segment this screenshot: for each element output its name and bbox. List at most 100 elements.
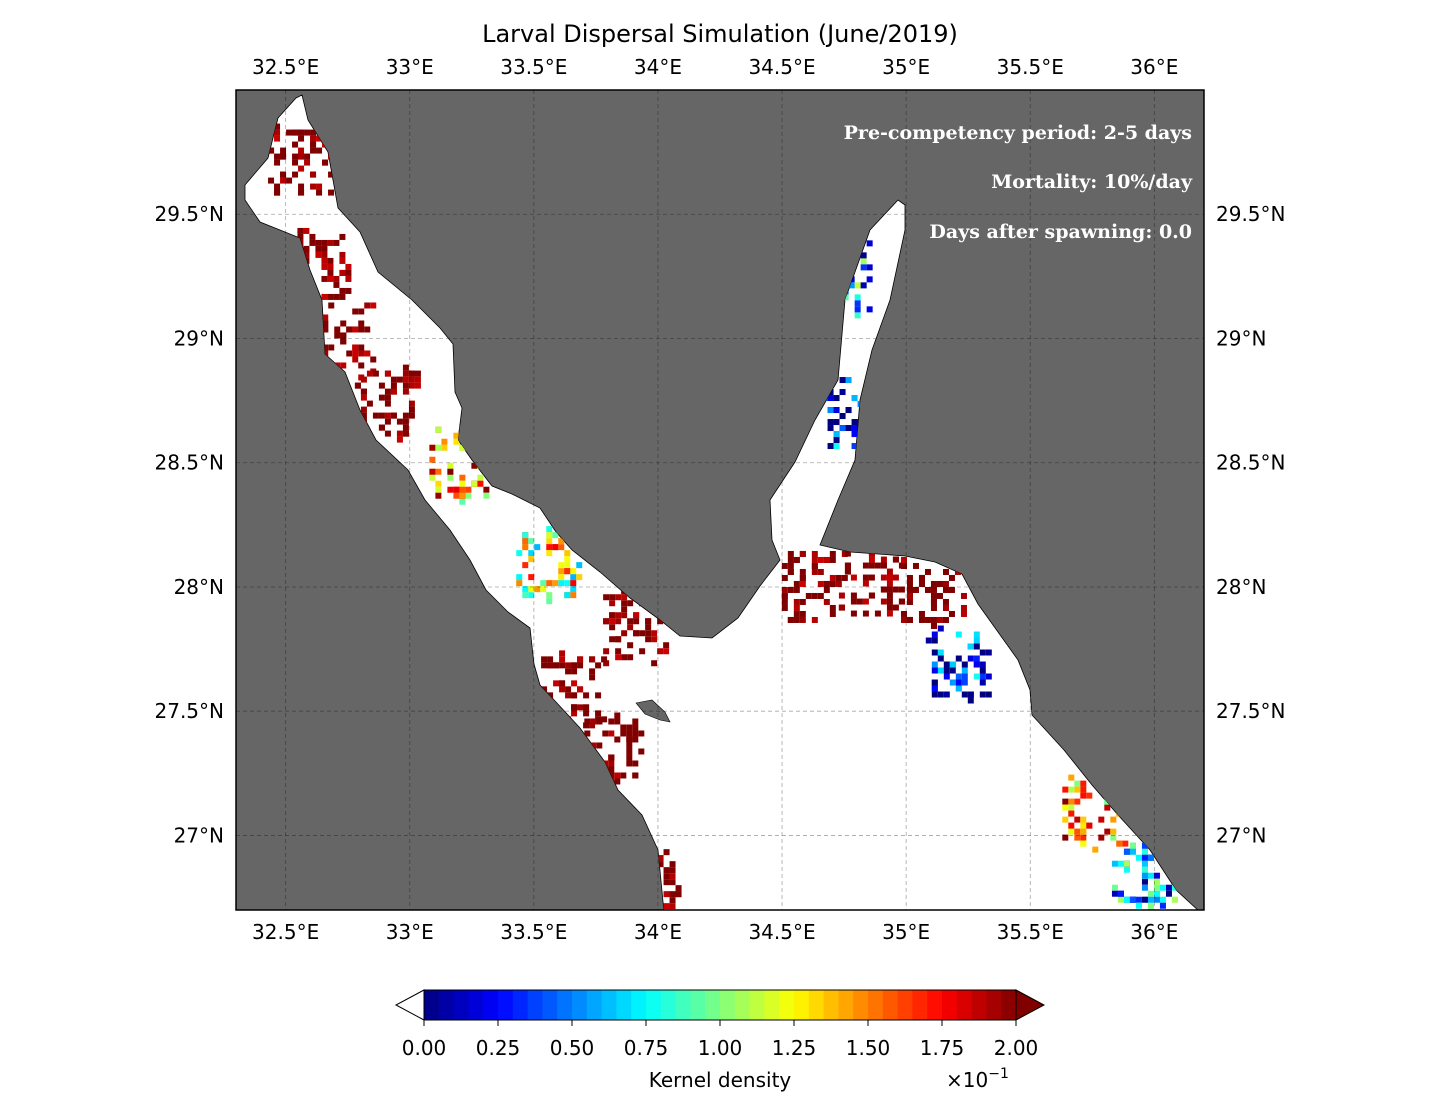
- density-cell: [1123, 866, 1130, 873]
- density-cell: [811, 562, 818, 569]
- density-cell: [292, 153, 299, 160]
- density-cell: [429, 444, 436, 451]
- density-cell: [328, 171, 335, 178]
- density-cell: [322, 350, 329, 357]
- density-cell: [601, 716, 608, 723]
- density-cell: [936, 580, 943, 587]
- density-cell: [1068, 810, 1075, 817]
- density-cell: [378, 424, 385, 431]
- density-cell: [1129, 896, 1136, 903]
- density-cell: [669, 879, 676, 886]
- colorbar-over-triangle: [1015, 989, 1046, 1021]
- density-cell: [823, 586, 830, 593]
- density-cell: [906, 580, 913, 587]
- density-cell: [370, 302, 377, 309]
- density-cell: [669, 897, 676, 904]
- density-cell: [937, 625, 944, 632]
- density-cell: [516, 574, 523, 581]
- density-cell: [564, 562, 571, 569]
- colorbar-tick-label: 1.75: [920, 1036, 965, 1060]
- density-cell: [528, 556, 535, 563]
- density-cell: [811, 592, 818, 599]
- density-cell: [435, 486, 442, 493]
- density-cell: [886, 610, 893, 617]
- density-cell: [589, 674, 596, 681]
- density-cell: [1153, 884, 1160, 891]
- density-cell: [626, 736, 633, 743]
- density-cell: [912, 562, 919, 569]
- colorbar-segment: [527, 990, 543, 1020]
- density-cell: [621, 654, 628, 661]
- density-cell: [372, 412, 379, 419]
- density-cell: [558, 580, 565, 587]
- density-cell: [384, 418, 391, 425]
- density-cell: [390, 388, 397, 395]
- density-cell: [396, 376, 403, 383]
- density-cell: [645, 630, 652, 637]
- density-cell: [522, 586, 529, 593]
- density-cell: [627, 600, 634, 607]
- density-cell: [839, 425, 846, 432]
- density-cell: [931, 631, 938, 638]
- density-cell: [340, 320, 347, 327]
- density-cell: [805, 592, 812, 599]
- density-cell: [1141, 860, 1148, 867]
- density-cell: [886, 580, 893, 587]
- density-cell: [559, 662, 566, 669]
- density-cell: [979, 679, 986, 686]
- density-cell: [860, 258, 867, 265]
- density-cell: [1104, 828, 1111, 835]
- density-cell: [931, 637, 938, 644]
- density-cell: [447, 474, 454, 481]
- density-cell: [787, 562, 794, 569]
- density-cell: [892, 556, 899, 563]
- density-cell: [663, 873, 670, 880]
- density-cell: [465, 486, 472, 493]
- density-cell: [868, 592, 875, 599]
- density-cell: [596, 742, 603, 749]
- density-cell: [1141, 872, 1148, 879]
- density-cell: [827, 443, 834, 450]
- density-cell: [918, 574, 925, 581]
- density-cell: [850, 610, 857, 617]
- density-cell: [851, 443, 858, 450]
- density-cell: [328, 302, 335, 309]
- density-cell: [833, 443, 840, 450]
- density-cell: [292, 159, 299, 166]
- density-cell: [614, 718, 621, 725]
- colorbar-segment: [868, 990, 884, 1020]
- density-cell: [453, 486, 460, 493]
- colorbar-segment: [808, 990, 825, 1020]
- density-cell: [303, 251, 310, 258]
- density-cell: [829, 604, 836, 611]
- density-cell: [979, 691, 986, 698]
- density-cell: [459, 480, 466, 487]
- density-cell: [943, 691, 950, 698]
- colorbar-segment: [749, 990, 765, 1020]
- density-cell: [961, 673, 968, 680]
- density-cell: [1147, 902, 1154, 909]
- density-cell: [943, 673, 950, 680]
- lat-tick-label-left: 29.5°N: [155, 202, 225, 226]
- density-cell: [459, 492, 466, 499]
- density-cell: [827, 425, 834, 432]
- density-cell: [435, 480, 442, 487]
- density-cell: [558, 544, 565, 551]
- density-cell: [565, 692, 572, 699]
- lon-tick-label-bottom: 34.5°E: [748, 920, 815, 944]
- density-cell: [274, 159, 281, 166]
- density-cell: [608, 730, 615, 737]
- lon-tick-labels-top: 32.5°E 33°E 33.5°E 34°E 34.5°E 35°E 35.5°E 36°E: [252, 55, 1178, 79]
- density-cell: [1111, 860, 1118, 867]
- density-cell: [1074, 828, 1081, 835]
- density-cell: [1062, 786, 1069, 793]
- density-cell: [402, 388, 409, 395]
- density-cell: [973, 673, 980, 680]
- density-cell: [955, 685, 962, 692]
- density-cell: [1068, 798, 1075, 805]
- lon-tick-label-bottom: 36°E: [1130, 920, 1178, 944]
- density-cell: [942, 586, 949, 593]
- density-cell: [1153, 878, 1160, 885]
- colorbar-segment: [601, 990, 617, 1020]
- colorbar-segment: [498, 990, 514, 1020]
